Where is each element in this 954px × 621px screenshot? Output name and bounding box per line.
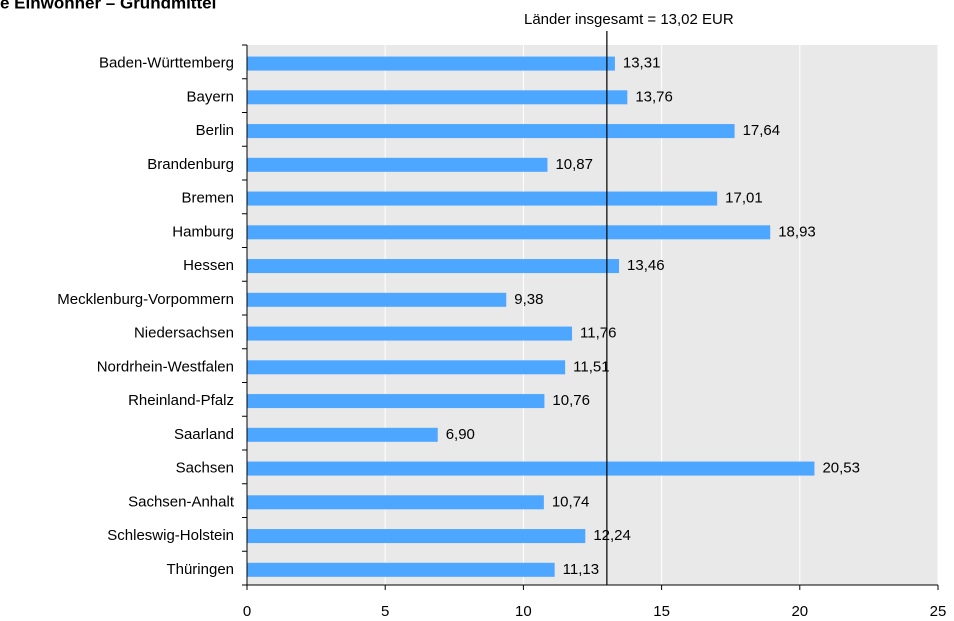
y-tick-label: Mecklenburg-Vorpommern (57, 291, 234, 308)
bar (247, 292, 507, 307)
y-tick-label: Bremen (181, 190, 234, 207)
value-label: 17,01 (725, 190, 763, 207)
bar (247, 427, 438, 442)
bar (247, 157, 548, 172)
value-label: 10,76 (552, 392, 590, 409)
y-tick-label: Brandenburg (147, 156, 234, 173)
value-label: 11,76 (580, 325, 616, 342)
y-tick-label: Hamburg (172, 223, 234, 240)
value-label: 10,74 (552, 493, 590, 510)
bar (247, 259, 620, 274)
bar (247, 562, 555, 577)
value-label: 17,64 (743, 122, 781, 139)
y-tick-label: Thüringen (166, 561, 234, 578)
y-tick-label: Schleswig-Holstein (107, 527, 234, 544)
value-label: 9,38 (514, 291, 543, 308)
bar (247, 495, 544, 510)
value-label: 18,93 (778, 223, 816, 240)
annotation: Länder insgesamt = 13,02 EUR (524, 11, 734, 28)
bar (247, 529, 586, 544)
y-tick-label: Hessen (183, 257, 234, 274)
y-tick-label: Baden-Württemberg (99, 55, 234, 72)
value-label: 11,51 (573, 358, 609, 375)
value-label: 10,87 (555, 156, 593, 173)
bar (247, 90, 628, 105)
bar (247, 326, 573, 341)
y-tick-label: Niedersachsen (134, 325, 234, 342)
chart-title: e Einwohner – Grundmittel (0, 0, 216, 12)
x-tick-label: 25 (930, 603, 947, 620)
value-label: 13,46 (627, 257, 665, 274)
x-tick-label: 5 (381, 603, 389, 620)
value-label: 20,53 (822, 460, 860, 477)
bar (247, 225, 771, 240)
x-tick-label: 20 (791, 603, 808, 620)
y-tick-label: Rheinland-Pfalz (128, 392, 234, 409)
bar (247, 124, 735, 139)
y-tick-label: Saarland (174, 426, 234, 443)
value-label: 12,24 (593, 527, 631, 544)
bar (247, 191, 718, 206)
y-tick-label: Berlin (196, 122, 234, 139)
bar (247, 360, 566, 375)
y-tick-label: Sachsen (176, 460, 234, 477)
bar (247, 394, 545, 409)
value-label: 13,31 (623, 55, 661, 72)
y-tick-label: Bayern (186, 88, 234, 105)
y-tick-label: Nordrhein-Westfalen (97, 358, 234, 375)
bar (247, 56, 615, 71)
x-tick-label: 15 (653, 603, 670, 620)
value-label: 13,76 (635, 88, 673, 105)
value-label: 6,90 (446, 426, 475, 443)
y-tick-label: Sachsen-Anhalt (128, 493, 235, 510)
bar (247, 461, 815, 476)
x-tick-label: 0 (243, 603, 251, 620)
x-tick-label: 10 (515, 603, 532, 620)
value-label: 11,13 (563, 561, 599, 578)
